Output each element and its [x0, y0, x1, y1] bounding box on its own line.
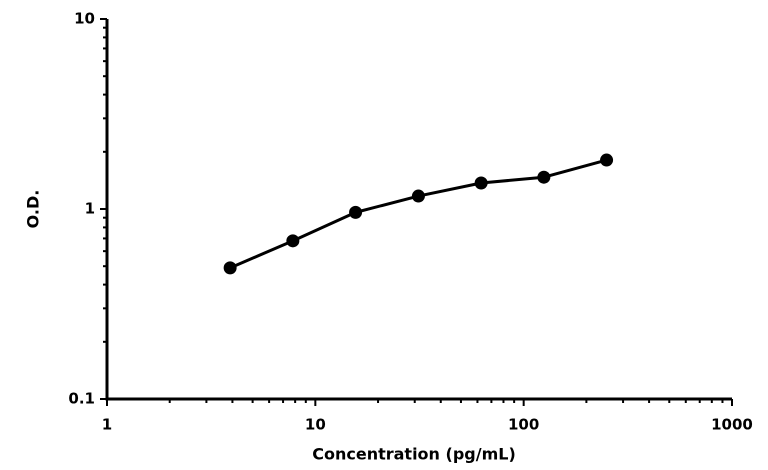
x-tick-label: 1: [102, 416, 112, 434]
point: [223, 261, 237, 275]
x-tick-label: 1000: [711, 416, 753, 434]
point: [349, 205, 363, 219]
point: [286, 234, 300, 248]
point: [537, 170, 551, 184]
x-tick-label: 10: [305, 416, 326, 434]
point: [411, 189, 425, 203]
point: [600, 153, 614, 167]
y-tick-label: 10: [74, 10, 95, 28]
y-axis-title: O.D.: [24, 190, 43, 229]
x-axis-title: Concentration (pg/mL): [312, 445, 516, 464]
y-tick-label: 0.1: [68, 390, 95, 408]
point: [474, 176, 488, 190]
y-tick-label: 1: [85, 200, 95, 218]
x-tick-label: 100: [508, 416, 539, 434]
